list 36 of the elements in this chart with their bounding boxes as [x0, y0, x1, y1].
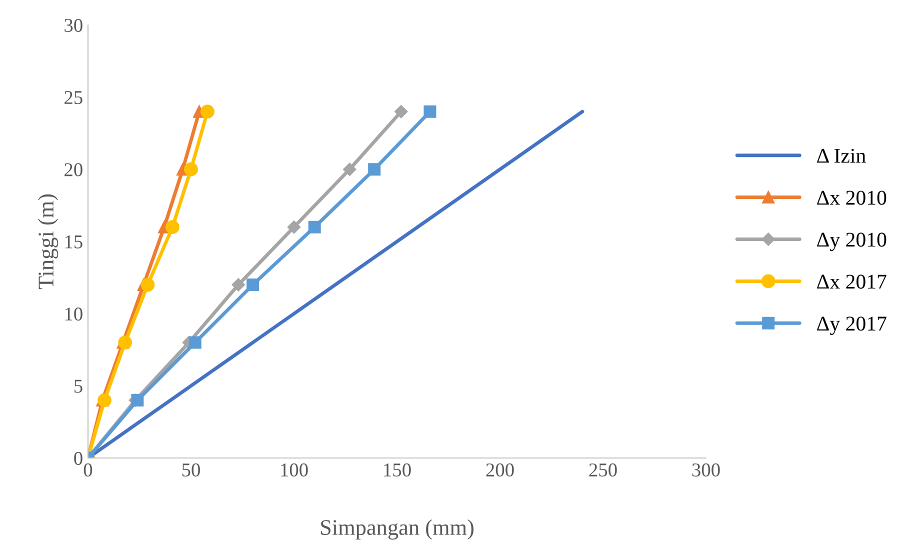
y-tick-label: 20: [64, 163, 82, 176]
x-tick-label: 0: [84, 463, 92, 477]
point: [368, 163, 381, 176]
point: [131, 394, 144, 407]
point: [184, 162, 198, 176]
point: [166, 220, 180, 234]
x-tick-label: 150: [384, 463, 411, 477]
y-tick-label: 10: [65, 307, 82, 321]
legend-label: Δx 2017: [817, 274, 886, 289]
legend-label: Δy 2017: [817, 316, 886, 335]
x-tick-label: 300: [692, 463, 720, 477]
x-axis-title: Simpangan (mm): [321, 519, 474, 540]
x-tick-label: 100: [281, 463, 308, 477]
y-tick-label: 5: [74, 380, 82, 393]
point: [287, 220, 301, 234]
y-tick-label: 15: [65, 235, 82, 248]
y-tick-label: 30: [64, 18, 82, 32]
point: [188, 336, 202, 349]
point: [200, 104, 214, 119]
point: [246, 278, 260, 292]
legend-label: Δx 2010: [817, 190, 886, 205]
point: [232, 278, 245, 292]
x-tick-label: 200: [486, 463, 514, 477]
legend-label: Δy 2010: [817, 232, 886, 252]
y-tick-label: 0: [74, 452, 82, 465]
point: [343, 162, 356, 176]
y-axis-title: Tinggi (m): [38, 194, 58, 290]
point: [140, 278, 155, 292]
point: [394, 105, 408, 118]
x-tick-label: 50: [182, 463, 200, 477]
point: [118, 336, 132, 350]
legend-label: Δ Izin: [817, 148, 866, 163]
y-tick-label: 25: [64, 91, 82, 104]
x-tick-label: 250: [589, 463, 617, 477]
point: [424, 105, 436, 118]
point: [308, 220, 321, 234]
